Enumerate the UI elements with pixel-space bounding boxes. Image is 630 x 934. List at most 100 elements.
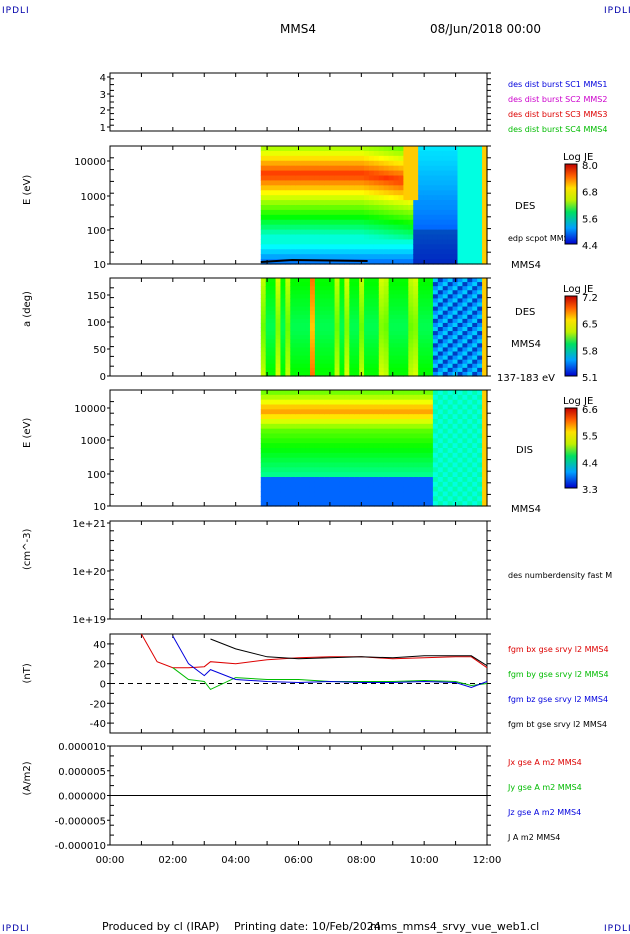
heatmap-cell — [403, 239, 409, 245]
heatmap-cell — [452, 481, 459, 488]
heatmap-cell — [388, 399, 395, 406]
heatmap-cell — [423, 371, 429, 377]
heatmap-cell — [329, 428, 336, 435]
heatmap-cell — [477, 467, 483, 473]
heatmap-cell — [477, 314, 483, 320]
heatmap-cell — [467, 414, 473, 420]
heatmap-cell — [457, 314, 464, 320]
heatmap-cell — [373, 239, 380, 245]
heatmap-cell — [280, 347, 286, 353]
heatmap-cell — [398, 339, 405, 344]
heatmap-cell — [423, 481, 429, 488]
heatmap-cell — [457, 452, 464, 459]
heatmap-cell — [437, 155, 444, 162]
heatmap-cell — [344, 254, 350, 260]
heatmap-cell — [368, 290, 375, 295]
heatmap-cell — [398, 318, 405, 324]
heatmap-cell — [472, 496, 478, 502]
heatmap-cell — [477, 234, 483, 241]
heatmap-cell — [290, 306, 296, 312]
heatmap-cell — [300, 278, 306, 283]
heatmap-cell — [403, 146, 409, 152]
heatmap-cell — [427, 219, 434, 226]
heatmap-cell — [319, 282, 326, 287]
heatmap-cell — [339, 331, 345, 336]
heatmap-cell — [270, 146, 277, 152]
y-tick-label: 1000 — [81, 192, 106, 203]
heatmap-cell — [442, 409, 449, 415]
heatmap-cell — [462, 343, 468, 349]
heatmap-cell — [270, 249, 277, 255]
heatmap-cell — [442, 244, 449, 250]
heatmap-cell — [482, 244, 488, 250]
heatmap-cell — [295, 155, 301, 162]
heatmap-cell — [457, 195, 464, 201]
heatmap-cell — [334, 496, 341, 502]
heatmap-cell — [305, 195, 311, 201]
heatmap-cell — [437, 457, 444, 464]
heatmap-cell — [447, 423, 454, 430]
heatmap-cell — [295, 322, 301, 328]
heatmap-cell — [359, 371, 365, 377]
heatmap-cell — [462, 214, 468, 221]
heatmap-cell — [388, 477, 395, 483]
heatmap-cell — [354, 335, 360, 340]
heatmap-cell — [408, 249, 414, 255]
heatmap-cell — [437, 501, 444, 507]
heatmap-cell — [373, 390, 380, 396]
heatmap-cell — [285, 302, 291, 308]
heatmap-cell — [457, 399, 464, 406]
heatmap-cell — [368, 298, 375, 304]
heatmap-cell — [270, 290, 277, 295]
heatmap-cell — [319, 467, 326, 473]
heatmap-cell — [334, 318, 341, 324]
heatmap-cell — [324, 339, 331, 344]
heatmap-cell — [432, 367, 439, 373]
heatmap-cell — [378, 190, 385, 196]
heatmap-cell — [275, 190, 282, 196]
heatmap-cell — [364, 150, 370, 157]
heatmap-cell — [300, 239, 306, 245]
legend-entry: J A m2 MMS4 — [507, 833, 560, 842]
heatmap-cell — [295, 409, 301, 415]
heatmap-cell — [393, 286, 400, 291]
heatmap-cell — [275, 286, 282, 291]
heatmap-cell — [423, 306, 429, 312]
heatmap-cell — [477, 290, 483, 295]
heatmap-cell — [442, 175, 449, 182]
heatmap-cell — [319, 224, 326, 231]
heatmap-cell — [300, 205, 306, 211]
heatmap-cell — [467, 200, 473, 206]
heatmap-cell — [423, 190, 429, 196]
heatmap-cell — [442, 327, 449, 332]
heatmap-cell — [324, 200, 331, 206]
heatmap-cell — [482, 185, 488, 191]
y-axis-label: a (deg) — [22, 291, 33, 327]
heatmap-cell — [359, 234, 365, 241]
heatmap-cell — [319, 327, 326, 332]
heatmap-cell — [354, 496, 360, 502]
heatmap-cell — [300, 327, 306, 332]
heatmap-cell — [364, 438, 370, 444]
heatmap-cell — [339, 419, 345, 425]
heatmap-cell — [413, 254, 419, 260]
heatmap-cell — [393, 419, 400, 425]
heatmap-cell — [393, 165, 400, 172]
heatmap-cell — [413, 433, 419, 439]
heatmap-cell — [334, 244, 341, 250]
heatmap-cell — [388, 339, 395, 344]
panel-1-frame — [109, 72, 488, 132]
heatmap-cell — [270, 433, 277, 439]
heatmap-cell — [359, 254, 365, 260]
heatmap-cell — [265, 234, 272, 241]
heatmap-cell — [457, 327, 464, 332]
heatmap-cell — [319, 160, 326, 167]
heatmap-cell — [349, 404, 355, 410]
heatmap-cell — [462, 278, 468, 283]
heatmap-cell — [309, 335, 316, 340]
heatmap-cell — [447, 491, 454, 497]
heatmap-cell — [270, 404, 277, 410]
heatmap-cell — [378, 306, 385, 312]
heatmap-cell — [393, 219, 400, 226]
heatmap-cell — [403, 322, 409, 328]
